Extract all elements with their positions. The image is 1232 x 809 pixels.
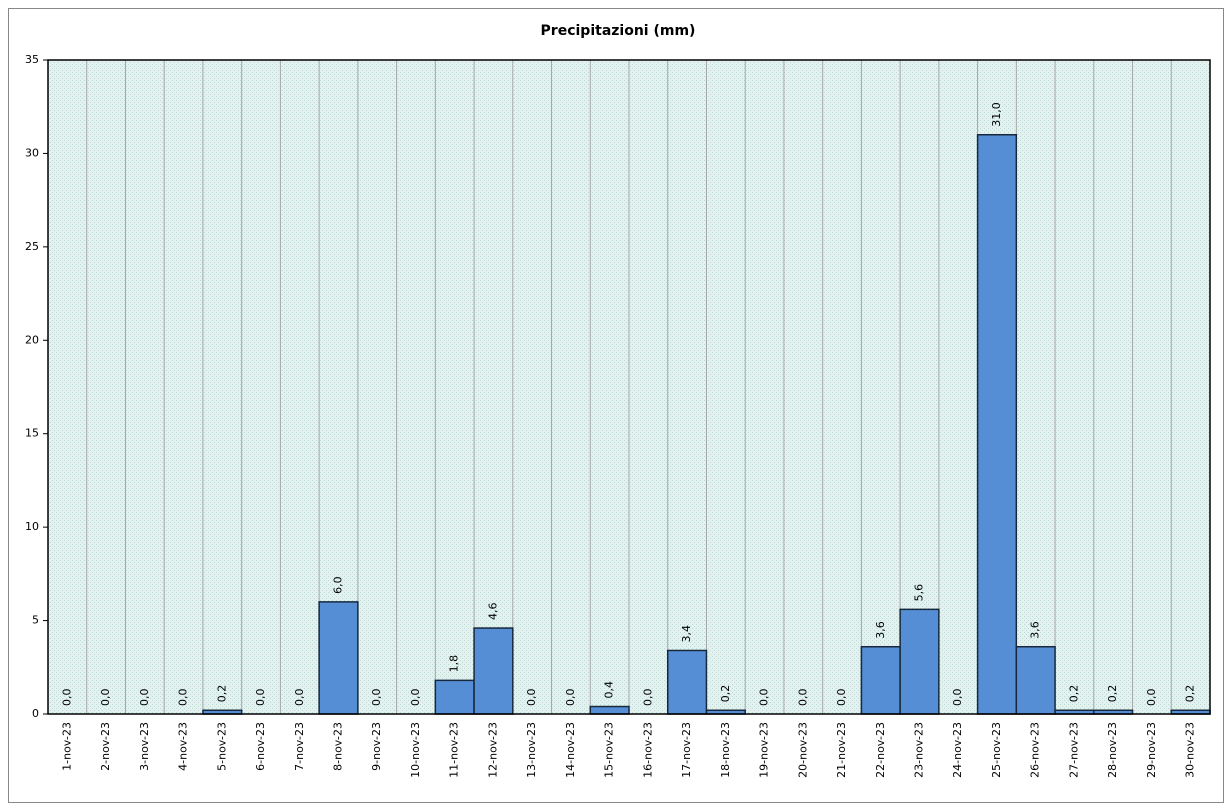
bar xyxy=(318,601,359,715)
chart-title: Precipitazioni (mm) xyxy=(541,23,696,39)
value-label: 0,2 xyxy=(1106,685,1119,703)
x-tick-label: 28-nov-23 xyxy=(1106,722,1119,778)
value-label: 0,0 xyxy=(641,689,654,707)
value-label: 0,0 xyxy=(525,689,538,707)
bar xyxy=(976,133,1018,715)
x-tick-label: 29-nov-23 xyxy=(1145,722,1158,778)
value-label: 0,0 xyxy=(1145,689,1158,707)
x-tick-label: 5-nov-23 xyxy=(215,722,228,771)
value-label: 0,4 xyxy=(603,681,616,699)
x-tick-label: 10-nov-23 xyxy=(409,722,422,778)
value-label: 0,0 xyxy=(796,689,809,707)
x-tick-label: 7-nov-23 xyxy=(293,722,306,771)
x-tick-label: 25-nov-23 xyxy=(990,722,1003,778)
value-label: 0,2 xyxy=(1184,685,1197,703)
value-label: 0,2 xyxy=(1067,685,1080,703)
value-label: 0,0 xyxy=(409,689,422,707)
x-tick-label: 15-nov-23 xyxy=(603,722,616,778)
y-tick-label: 5 xyxy=(32,614,39,627)
value-label: 0,0 xyxy=(138,689,151,707)
x-tick-label: 11-nov-23 xyxy=(448,722,461,778)
x-tick-label: 16-nov-23 xyxy=(641,722,654,778)
y-tick-label: 30 xyxy=(25,146,39,159)
x-tick-label: 22-nov-23 xyxy=(874,722,887,778)
x-tick-label: 12-nov-23 xyxy=(486,722,499,778)
bar xyxy=(434,679,475,715)
x-tick-label: 30-nov-23 xyxy=(1184,722,1197,778)
x-tick-label: 23-nov-23 xyxy=(913,722,926,778)
value-label: 3,4 xyxy=(680,625,693,643)
x-tick-label: 14-nov-23 xyxy=(564,722,577,778)
x-tick-label: 21-nov-23 xyxy=(835,722,848,778)
value-label: 1,8 xyxy=(448,655,461,673)
x-tick-label: 18-nov-23 xyxy=(719,722,732,778)
value-label: 0,0 xyxy=(835,689,848,707)
x-tick-label: 2-nov-23 xyxy=(99,722,112,771)
x-tick-label: 6-nov-23 xyxy=(254,722,267,771)
value-label: 0,0 xyxy=(293,689,306,707)
value-label: 6,0 xyxy=(332,576,345,594)
value-label: 3,6 xyxy=(874,621,887,639)
x-tick-label: 20-nov-23 xyxy=(796,722,809,778)
bar xyxy=(899,608,940,715)
value-label: 0,2 xyxy=(719,685,732,703)
value-label: 0,0 xyxy=(758,689,771,707)
x-tick-label: 3-nov-23 xyxy=(138,722,151,771)
x-tick-label: 26-nov-23 xyxy=(1029,722,1042,778)
y-tick-label: 10 xyxy=(25,520,39,533)
bar xyxy=(589,705,630,715)
value-label: 0,0 xyxy=(564,689,577,707)
y-tick-label: 15 xyxy=(25,427,39,440)
value-label: 31,0 xyxy=(990,102,1003,127)
y-tick-label: 20 xyxy=(25,333,39,346)
x-tick-label: 9-nov-23 xyxy=(370,722,383,771)
bar xyxy=(666,649,708,715)
x-tick-label: 13-nov-23 xyxy=(525,722,538,778)
value-label: 0,0 xyxy=(177,689,190,707)
x-tick-label: 17-nov-23 xyxy=(680,722,693,778)
x-tick-label: 27-nov-23 xyxy=(1067,722,1080,778)
y-tick-label: 25 xyxy=(25,240,39,253)
x-tick-label: 4-nov-23 xyxy=(177,722,190,771)
x-tick-label: 8-nov-23 xyxy=(332,722,345,771)
bar xyxy=(860,645,901,715)
value-label: 4,6 xyxy=(486,603,499,621)
bar xyxy=(1015,645,1056,715)
value-label: 0,0 xyxy=(951,689,964,707)
x-tick-label: 1-nov-23 xyxy=(60,722,73,771)
value-label: 3,6 xyxy=(1029,621,1042,639)
value-label: 5,6 xyxy=(913,584,926,602)
value-label: 0,2 xyxy=(215,685,228,703)
value-label: 0,0 xyxy=(60,689,73,707)
plot-border xyxy=(47,59,1211,715)
y-tick-label: 0 xyxy=(32,707,39,720)
x-tick-label: 19-nov-23 xyxy=(758,722,771,778)
value-label: 0,0 xyxy=(99,689,112,707)
x-tick-label: 24-nov-23 xyxy=(951,722,964,778)
value-label: 0,0 xyxy=(254,689,267,707)
value-label: 0,0 xyxy=(370,689,383,707)
bar xyxy=(473,627,514,715)
y-tick-label: 35 xyxy=(25,53,39,66)
